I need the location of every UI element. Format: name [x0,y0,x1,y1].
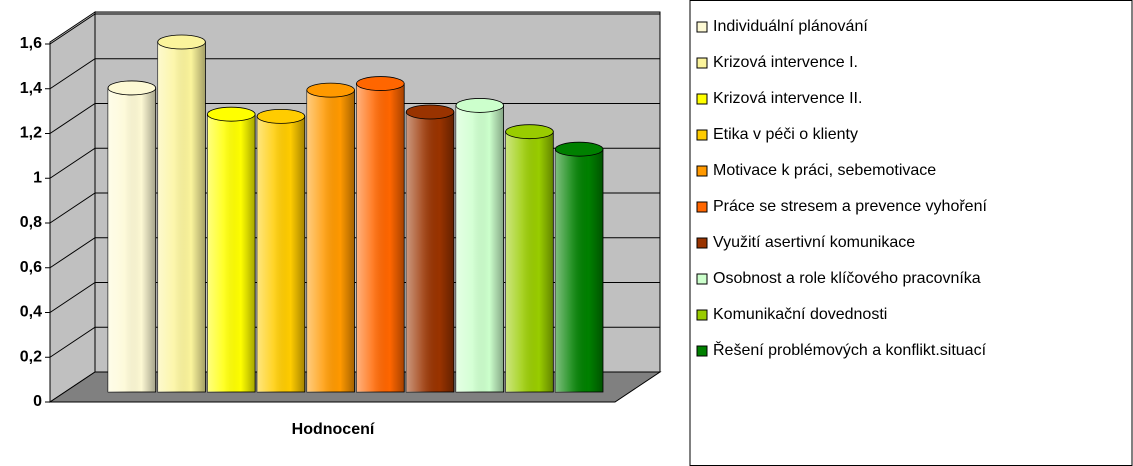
side-wall [49,11,96,403]
bar-top [256,108,306,124]
bar-shade [207,114,256,392]
grid-line [49,13,660,45]
legend-swatch [696,237,708,249]
bar-top [455,98,504,113]
legend-label: Komunikační dovednosti [713,306,887,323]
legend-swatch [696,345,708,357]
legend-label: Osobnost a role klíčového pracovníka [713,270,981,287]
y-tick-label: 1,4 [20,80,42,97]
bar-top [157,34,206,50]
legend-swatch [696,57,708,69]
legend-label: Práce se stresem a prevence vyhoření [713,198,987,215]
legend-swatch [696,165,708,177]
grid-line [49,58,660,90]
legend-label: Etika v péči o klienty [713,126,858,143]
legend-label: Krizová intervence II. [713,90,862,107]
legend-swatch [696,201,708,213]
bar-shade [157,42,206,392]
bar-shade [406,112,454,392]
bar-top [554,141,604,157]
bar-shade [555,149,603,392]
bar-shade [306,90,355,392]
legend-label: Řešení problémových a konflikt.situací [713,340,987,359]
y-tick-label: 1 [33,169,42,186]
legend-swatch [696,21,708,33]
bar-shade [505,131,554,392]
bar-top [405,104,455,120]
y-tick-label: 0,6 [20,259,42,276]
legend-label: Využití asertivní komunikace [713,234,915,251]
bar-top [356,76,405,91]
bar-shade [356,83,405,392]
bar-top [206,106,256,122]
legend-label: Krizová intervence I. [713,54,858,71]
legend-swatch [696,309,708,321]
bar-shade [455,105,504,392]
bar-shade [257,116,305,392]
y-tick-label: 1,6 [20,35,42,52]
legend-swatch [696,273,708,285]
legend-label: Individuální plánování [713,18,868,35]
y-tick-label: 0,8 [20,214,42,231]
legend-box [689,0,1133,466]
y-tick-label: 0 [33,393,42,410]
bar-top [306,82,355,98]
y-tick-label: 0,4 [20,304,42,321]
bar-top [505,124,554,140]
legend-label: Motivace k práci, sebemotivace [713,162,936,179]
legend-swatch [696,129,708,141]
y-tick-label: 0,2 [20,348,42,365]
bar-shade [108,87,156,392]
bar-top [107,80,157,96]
x-category-label: Hodnocení [292,421,375,438]
y-tick-label: 1,2 [20,125,42,142]
legend-swatch [696,93,708,105]
